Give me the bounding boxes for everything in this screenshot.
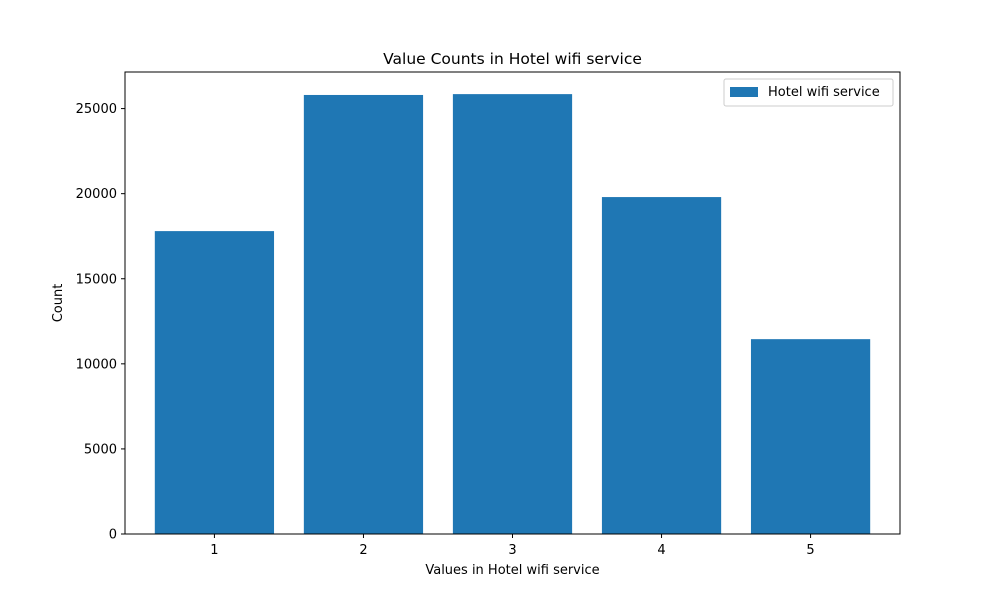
- plot-frame: [124, 71, 901, 535]
- y-tick-label: 10000: [76, 357, 117, 372]
- y-tick-label: 5000: [84, 442, 117, 457]
- bar-5: [750, 339, 871, 534]
- bars-layer: [154, 94, 871, 534]
- legend-swatch: [730, 87, 758, 97]
- y-axis-label: Count: [51, 284, 66, 323]
- y-tick-label: 15000: [76, 272, 117, 287]
- x-tick-label: 2: [359, 543, 367, 558]
- x-tick-label: 5: [806, 543, 814, 558]
- bar-4: [601, 197, 722, 534]
- legend-label: Hotel wifi service: [768, 85, 880, 100]
- x-tick-label: 4: [657, 543, 665, 558]
- x-tick-label: 3: [508, 543, 516, 558]
- y-tick-label: 20000: [76, 187, 117, 202]
- x-tick-label: 1: [210, 543, 218, 558]
- x-axis-label: Values in Hotel wifi service: [425, 563, 599, 578]
- ticks-layer: 1 2 3 4 5 0 5000 10000 15000 20000 25000: [76, 102, 815, 558]
- legend-box: [723, 78, 894, 107]
- bar-1: [154, 231, 275, 534]
- legend: Hotel wifi service: [723, 78, 894, 107]
- y-tick-label: 0: [109, 528, 117, 543]
- bar-2: [303, 94, 424, 534]
- chart-title: Value Counts in Hotel wifi service: [383, 50, 642, 68]
- y-tick-label: 25000: [76, 102, 117, 117]
- bar-3: [452, 94, 573, 534]
